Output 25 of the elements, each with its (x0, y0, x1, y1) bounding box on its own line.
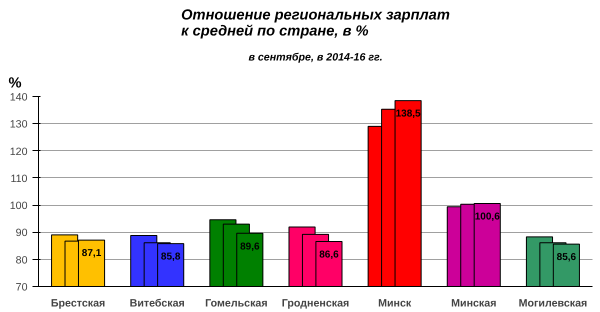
x-tick-label: Гомельская (205, 298, 268, 310)
data-label: 86,6 (319, 249, 340, 260)
x-tick-label: Гродненская (282, 298, 350, 310)
data-label: 138,5 (396, 108, 422, 120)
data-label: 85,6 (556, 252, 577, 264)
x-tick-label: Витебская (130, 298, 185, 310)
y-tick-label: 140 (10, 92, 28, 104)
y-tick-label: 120 (10, 146, 28, 158)
y-tick-label: 100 (10, 200, 28, 212)
data-label: 87,1 (82, 248, 102, 260)
y-tick-label: 80 (16, 254, 28, 266)
y-tick-label: 110 (10, 172, 28, 185)
chart-subtitle: в сентябре, в 2014-16 гг. (248, 52, 383, 64)
data-label: 100,6 (474, 211, 500, 222)
data-label: 89,6 (240, 241, 260, 252)
x-tick-label: Брестская (50, 298, 106, 310)
y-axis-title: % (8, 76, 22, 92)
y-tick-label: 90 (16, 227, 28, 240)
x-tick-label: Минская (451, 298, 496, 310)
x-tick-label: Могилевская (518, 298, 588, 310)
y-tick-label: 70 (16, 282, 28, 294)
chart-title: Отношение региональных зарплат к средней по стране, в % (181, 8, 450, 40)
data-label: 85,8 (160, 252, 181, 263)
x-tick-label: Минск (378, 298, 412, 310)
y-tick-label: 130 (10, 118, 28, 131)
